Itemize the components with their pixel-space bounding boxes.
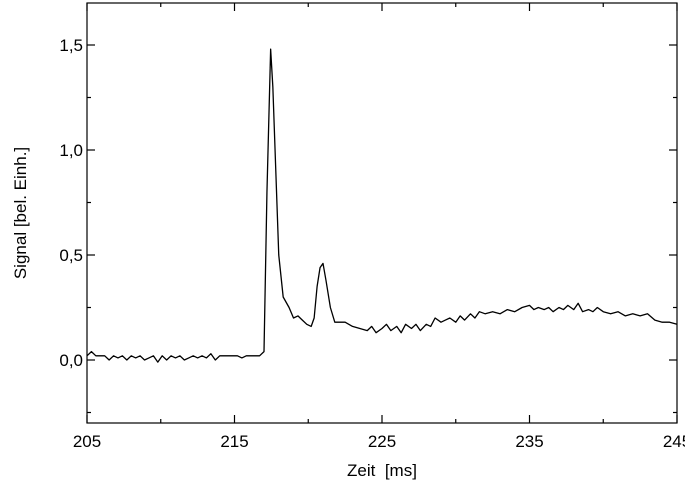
signal-line: [86, 48, 678, 363]
x-axis-ticks: 205 215 225 235 245: [73, 3, 685, 451]
y-axis-label: Signal [bel. Einh.]: [11, 147, 30, 279]
y-tick-label: 0,5: [59, 246, 83, 265]
y-axis-ticks: 0,0 0,5 1,0 1,5: [59, 36, 677, 414]
x-tick-label: 235: [515, 432, 543, 451]
x-axis-label: Zeit [ms]: [347, 461, 417, 480]
x-tick-label: 215: [220, 432, 248, 451]
y-tick-label: 1,5: [59, 36, 83, 55]
series-layer: [86, 48, 678, 363]
y-tick-label: 0,0: [59, 351, 83, 370]
x-tick-label: 245: [663, 432, 685, 451]
y-tick-label: 1,0: [59, 141, 83, 160]
x-tick-label: 225: [368, 432, 396, 451]
x-tick-label: 205: [73, 432, 101, 451]
plot-frame: [86, 2, 678, 424]
